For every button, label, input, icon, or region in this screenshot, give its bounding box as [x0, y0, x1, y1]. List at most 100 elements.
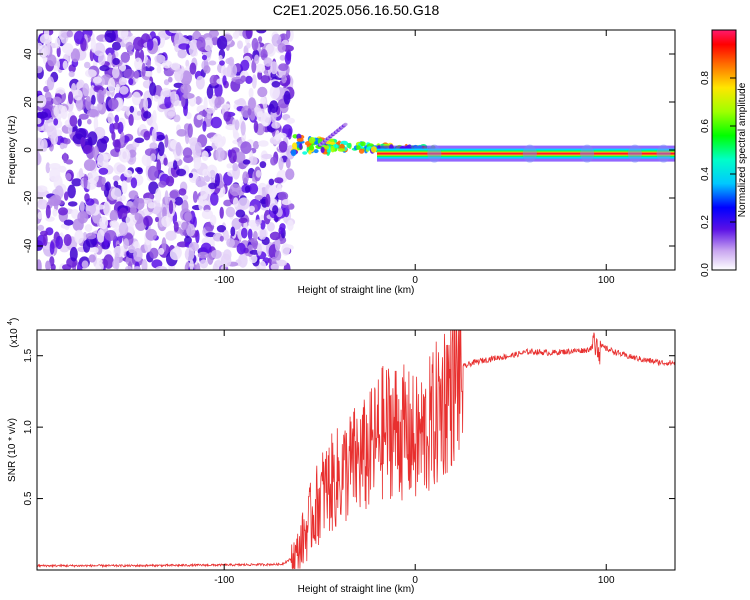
spectrogram-noise-blob [260, 49, 268, 61]
spectrogram-noise-blob [178, 38, 190, 46]
spectrogram-noise-blob [274, 238, 281, 251]
spectrogram-noise-blob [164, 134, 169, 148]
spectrogram-noise-blob [201, 209, 213, 220]
spectrogram-noise-blob [261, 153, 273, 160]
spectrogram-signal-blob [356, 145, 361, 150]
spectrogram-noise-blob [259, 260, 267, 270]
spectrogram-noise-blob [133, 266, 141, 270]
spectrogram-noise-blob [85, 198, 95, 206]
spectrogram-noise-blob [103, 201, 111, 216]
spectrogram-noise-blob [263, 57, 273, 67]
spectrogram-noise-blob [259, 161, 267, 169]
spectrogram-noise-blob [258, 36, 263, 43]
spectrogram-noise-blob [169, 30, 182, 34]
spectrogram-noise-blob [230, 226, 236, 237]
snr-y-tick-label: 1.0 [23, 420, 34, 434]
spectrogram-noise-blob [55, 37, 61, 49]
spectrogram-noise-blob [284, 51, 292, 65]
spectrogram-noise-blob [182, 194, 189, 201]
spectrogram-noise-blob [156, 65, 162, 74]
spectrogram-noise-blob [96, 89, 105, 104]
spectrogram-noise-blob [69, 115, 78, 127]
snr-multiplier-exponent: 4 [7, 321, 14, 325]
spectrogram-noise-blob [186, 223, 196, 237]
spectrogram-noise-blob [151, 128, 157, 143]
spectrogram-noise-blob [233, 131, 240, 140]
spectrogram-noise-blob [87, 118, 92, 125]
spectrogram-noise-blob [78, 113, 89, 120]
spectrogram-noise-blob [211, 249, 222, 259]
spectrogram-noise-blob [187, 123, 193, 138]
spectrogram-noise-blob [128, 78, 134, 86]
spectrogram-noise-blob [238, 197, 250, 210]
spectrogram-noise-blob [267, 257, 272, 264]
spectrogram-noise-blob [152, 110, 157, 124]
spectrogram-noise-blob [287, 203, 295, 210]
spectrogram-noise-blob [176, 168, 187, 177]
spectrogram-noise-blob [192, 216, 197, 228]
spectrogram-noise-blob [251, 37, 259, 51]
spectrogram-noise-blob [123, 68, 135, 79]
spectrogram-noise-blob [223, 199, 233, 207]
snr-axes: -100 0 100 0.5 1.0 1.5 [23, 330, 675, 586]
spectrogram-noise-blob [83, 174, 88, 189]
spectrogram-noise-blob [218, 55, 223, 61]
spectrogram-noise-blob [49, 163, 61, 170]
carrier-side-lobe [656, 144, 671, 163]
spectrogram-noise-blob [144, 71, 153, 77]
spectrogram-noise-blob [120, 131, 125, 146]
spectrogram-noise-blob [68, 71, 75, 78]
spectrogram-noise-blob [120, 51, 130, 63]
spectrogram-noise-blob [234, 99, 246, 106]
spectrogram-noise-blob [37, 65, 43, 74]
spectrogram-noise-blob [206, 107, 216, 114]
spectrogram-noise-blob [165, 230, 177, 241]
spectrogram-noise-blob [214, 96, 222, 109]
spectrogram-noise-blob [162, 90, 172, 98]
spectrogram-noise-blob [240, 59, 250, 71]
spectrogram-noise-blob [136, 167, 143, 175]
spectrogram-noise-blob [42, 233, 48, 247]
spectrogram-noise-blob [248, 87, 254, 99]
spectrogram-noise-blob [185, 59, 190, 68]
spectrogram-noise-blob [73, 30, 85, 45]
spectrogram-noise-blob [215, 173, 220, 187]
spectrogram-noise-blob [80, 136, 86, 147]
spectrogram-noise-blob [178, 43, 190, 50]
spectrogram-y-tick-label: -40 [23, 238, 34, 253]
spectrogram-noise-blob [119, 85, 129, 95]
spectrogram-axes: -100 0 100 -40 -20 0 20 40 [23, 30, 675, 286]
spectrogram-noise-blob [63, 219, 74, 226]
spectrogram-noise-blob [257, 86, 268, 98]
spectrogram-noise-blob [96, 102, 103, 111]
colorbar: 0.0 0.2 0.4 0.6 0.8 Normalized spectral ampl… [700, 29, 748, 277]
spectrogram-noise-blob [209, 74, 219, 86]
spectrogram-noise-blob [81, 260, 89, 269]
spectrogram-noise-blob [112, 122, 121, 130]
chart-title: C2E1.2025.056.16.50.G18 [273, 2, 440, 18]
spectrogram-noise-blob [95, 262, 104, 270]
spectrogram-noise-blob [161, 215, 172, 228]
spectrogram-noise-blob [248, 183, 259, 195]
spectrogram-noise-blob [228, 149, 237, 164]
spectrogram-noise-blob [85, 232, 97, 240]
spectrogram-noise-blob [121, 180, 128, 194]
spectrogram-noise-blob [247, 228, 253, 241]
spectrogram-noise-blob [123, 238, 129, 250]
spectrogram-noise-blob [234, 30, 240, 38]
spectrogram-noise-blob [189, 62, 197, 75]
spectrogram-noise-blob [285, 158, 291, 169]
spectrogram-noise-blob [242, 159, 251, 165]
spectrogram-noise-blob [73, 89, 83, 101]
spectrogram-noise-blob [272, 205, 279, 215]
spectrogram-noise-blob [65, 173, 72, 181]
spectrogram-noise-blob [274, 177, 284, 184]
spectrogram-noise-blob [269, 100, 279, 113]
spectrogram-noise-blob [158, 247, 165, 255]
spectrogram-noise-blob [61, 43, 74, 54]
spectrogram-noise-blob [154, 54, 166, 64]
spectrogram-noise-blob [55, 235, 63, 250]
spectrogram-signal-blob [330, 146, 335, 153]
spectrogram-noise-blob [193, 156, 202, 169]
spectrogram-noise-blob [269, 231, 281, 241]
